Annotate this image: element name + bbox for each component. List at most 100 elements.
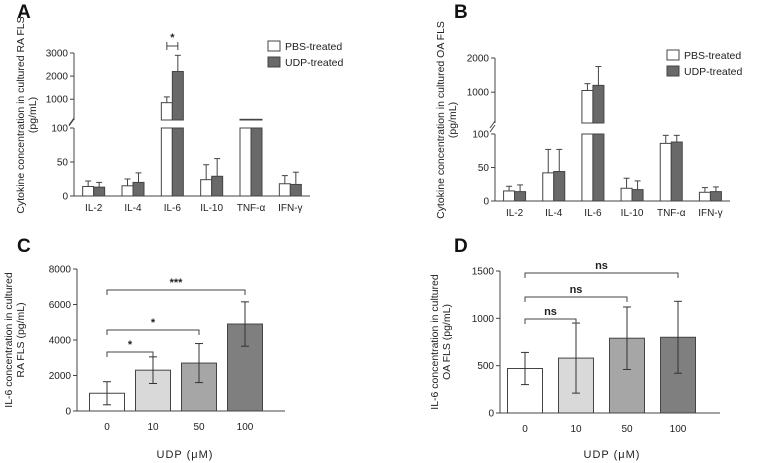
panel-label: C [17,236,31,257]
panel-label: A [17,2,31,23]
x-tick-label: IL-10 [621,208,644,219]
bar [709,191,722,202]
y-tick-label: 6000 [49,300,72,311]
y-tick-label: 3000 [46,49,69,60]
y-tick-label: 1000 [46,95,69,106]
bar [200,179,213,197]
y-tick-label: 1000 [467,88,490,99]
y-tick-label: 100 [472,130,489,141]
x-tick-label: 50 [621,424,633,435]
y-tick-label: 0 [483,197,489,208]
y-tick-label: 1500 [472,267,495,278]
bar [160,127,173,197]
x-tick-label: IL-4 [124,203,142,214]
bar-upper [250,118,263,121]
significance-bracket [524,296,628,302]
x-tick-label: 100 [237,422,254,433]
bar-upper [592,84,605,124]
y-tick-label: 50 [57,158,69,169]
legend-label: PBS-treated [684,50,741,62]
y-tick-label: 4000 [49,336,72,347]
y-tick-label: 0 [62,192,68,203]
x-tick-label: TNF-α [237,203,266,214]
bar [503,190,516,202]
x-axis-title: UDP (μM) [584,449,641,461]
bar [121,185,134,197]
legend-swatch [267,40,281,52]
y-tick-label: 0 [488,409,494,420]
significance-bracket [166,42,179,50]
significance-label: * [151,317,156,329]
y-tick-label: 8000 [49,265,72,276]
bar [581,133,594,202]
x-tick-label: IL-6 [164,203,182,214]
y-tick-label: 100 [51,124,68,135]
y-axis-label: IL-6 concentration in culturedOA FLS (pg… [429,274,453,410]
panel-a: A 0 50 100 1000 2000 3000 Cytokine concentratio… [15,2,344,214]
x-axis-title: UDP (μM) [157,449,214,461]
bar-upper [239,118,252,121]
bar [553,171,566,202]
significance-bracket [106,351,154,357]
bar [670,141,683,202]
bar [211,175,224,197]
y-tick-label: 50 [478,163,490,174]
x-tick-label: 0 [522,424,528,435]
y-tick-label: 2000 [467,54,490,65]
bar-upper [581,90,594,124]
x-tick-label: IL-2 [85,203,103,214]
y-tick-label: 2000 [49,371,72,382]
x-tick-label: TNF-α [657,208,686,219]
panel-b: B 0 50 100 1000 2000 Cytokine concentration in… [435,2,743,219]
legend-swatch [666,49,680,61]
x-tick-label: IL-2 [506,208,524,219]
significance-label: * [170,32,175,44]
significance-label: *** [170,277,184,289]
y-tick-label: 500 [477,361,494,372]
significance-label: ns [544,306,557,318]
bar [507,368,543,414]
bar [592,133,605,202]
x-tick-label: 0 [104,422,110,433]
legend-label: PBS-treated [285,41,342,53]
y-axis-label: Cytokine concentration in cultured RA FL… [15,16,39,213]
significance-bracket [106,289,246,295]
bar-upper [171,70,184,121]
bar [278,183,291,197]
bar [250,127,263,197]
x-tick-label: 50 [193,422,205,433]
bar [132,181,145,197]
bar [698,191,711,202]
x-tick-label: 100 [670,424,687,435]
panel-label: D [454,236,468,257]
bar-upper [160,102,173,121]
significance-bracket [524,318,577,324]
y-axis-label: IL-6 concentration in culturedRA FLS (pg… [3,272,27,408]
y-tick-label: 2000 [46,72,69,83]
y-tick-label: 0 [65,407,71,418]
bar [542,172,555,202]
bar [659,142,672,202]
bar [93,186,106,197]
x-tick-label: IFN-γ [698,208,722,219]
bar [620,187,633,202]
legend-label: UDP-treated [285,57,344,69]
bar [289,183,302,197]
legend-swatch [267,56,281,68]
bar [171,127,184,197]
bar [82,185,95,197]
panel-c: C 0 2000 4000 6000 8000 IL-6 concentration in … [3,236,285,461]
bar [514,191,527,202]
bar [239,127,252,197]
x-tick-label: IL-10 [200,203,223,214]
legend-label: UDP-treated [684,66,743,78]
significance-bracket [524,272,679,278]
significance-bracket [106,329,200,335]
axis-break-mark [68,117,75,127]
significance-label: ns [595,260,608,272]
panel-label: B [454,2,468,23]
legend-swatch [666,65,680,77]
y-axis-label: Cytokine concentration in cultured OA FL… [435,21,459,219]
